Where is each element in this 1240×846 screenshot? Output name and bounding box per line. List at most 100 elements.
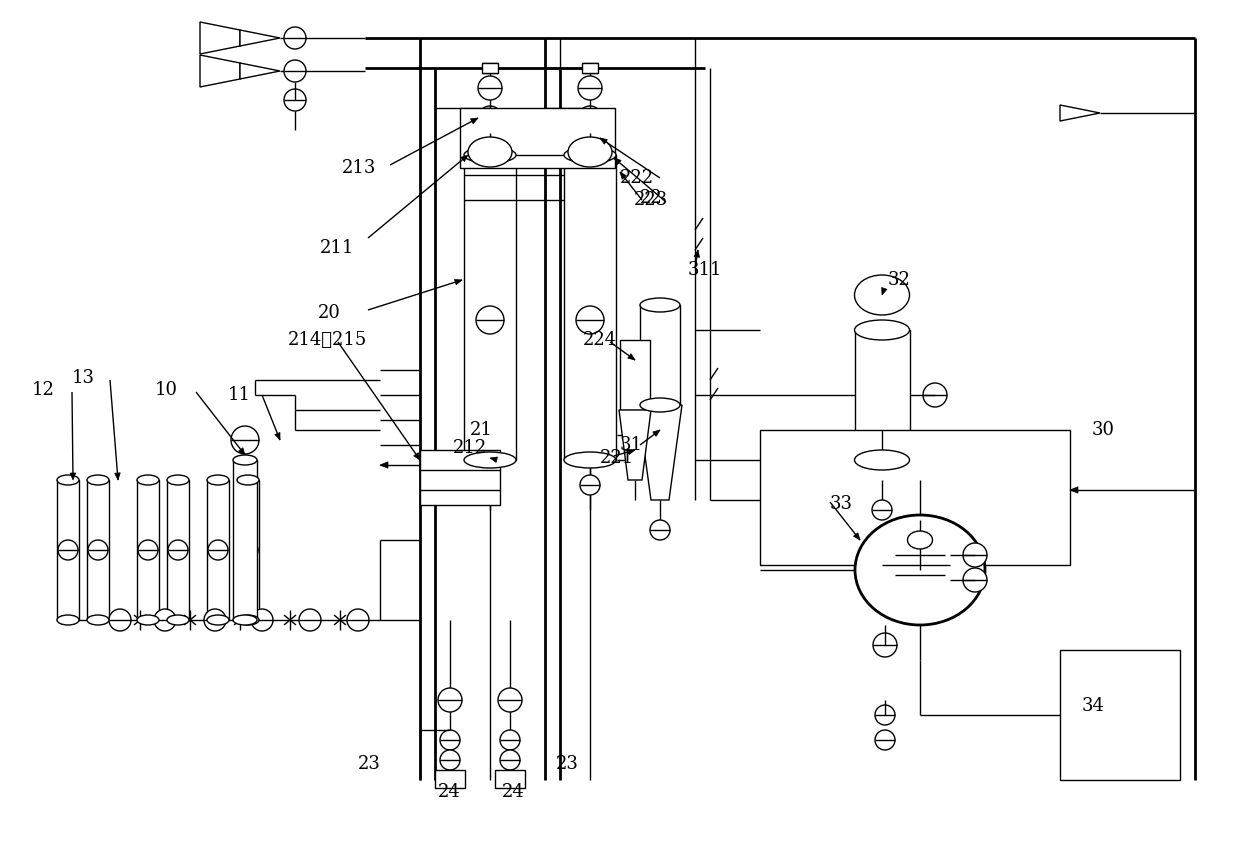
Ellipse shape (564, 452, 616, 468)
Circle shape (875, 730, 895, 750)
Text: 23: 23 (556, 755, 579, 773)
Circle shape (580, 475, 600, 495)
Circle shape (284, 89, 306, 111)
Text: 33: 33 (830, 495, 853, 513)
Text: 32: 32 (888, 271, 911, 289)
Circle shape (500, 750, 520, 770)
Circle shape (963, 568, 987, 592)
Bar (760, 430, 1070, 565)
Polygon shape (379, 462, 388, 468)
Circle shape (138, 540, 157, 560)
Ellipse shape (136, 615, 159, 625)
Circle shape (205, 609, 226, 631)
Ellipse shape (908, 531, 932, 549)
Text: 222: 222 (620, 169, 655, 187)
Text: 10: 10 (155, 381, 179, 399)
Circle shape (923, 383, 947, 407)
Ellipse shape (207, 615, 229, 625)
Ellipse shape (233, 455, 257, 465)
Bar (640, 305, 680, 405)
Ellipse shape (854, 450, 909, 470)
Ellipse shape (568, 137, 613, 167)
Circle shape (578, 106, 601, 130)
Ellipse shape (87, 615, 109, 625)
Polygon shape (241, 63, 280, 79)
Polygon shape (71, 473, 76, 480)
Polygon shape (241, 30, 280, 46)
Ellipse shape (564, 147, 616, 163)
Text: 11: 11 (228, 386, 250, 404)
Text: 23: 23 (358, 755, 381, 773)
Polygon shape (200, 55, 241, 87)
Circle shape (875, 705, 895, 725)
Text: 224: 224 (583, 331, 618, 349)
Bar (460, 108, 615, 168)
Ellipse shape (233, 615, 257, 625)
Polygon shape (619, 410, 651, 480)
Polygon shape (614, 158, 621, 165)
Polygon shape (1060, 105, 1100, 121)
Circle shape (498, 688, 522, 712)
Ellipse shape (57, 475, 79, 485)
Bar (495, 770, 525, 788)
Circle shape (299, 609, 321, 631)
Polygon shape (627, 449, 635, 454)
Polygon shape (114, 473, 120, 480)
Circle shape (284, 27, 306, 49)
Circle shape (476, 306, 503, 334)
Ellipse shape (167, 615, 188, 625)
Polygon shape (694, 250, 699, 257)
Polygon shape (470, 118, 477, 124)
Bar (420, 450, 500, 505)
Circle shape (477, 106, 502, 130)
Text: 12: 12 (32, 381, 55, 399)
Bar (435, 770, 465, 788)
Ellipse shape (856, 515, 985, 625)
Polygon shape (639, 405, 682, 500)
Text: 24: 24 (438, 783, 461, 801)
Bar (464, 155, 516, 460)
Text: 212: 212 (453, 439, 487, 457)
Bar (237, 480, 259, 620)
Bar (233, 460, 257, 620)
Polygon shape (461, 155, 467, 162)
Bar (856, 330, 910, 460)
Polygon shape (882, 288, 887, 295)
Text: 22: 22 (640, 189, 662, 207)
Bar (136, 480, 159, 620)
Text: 34: 34 (1083, 697, 1105, 715)
Circle shape (238, 540, 258, 560)
Bar (582, 63, 598, 73)
Ellipse shape (207, 475, 229, 485)
Polygon shape (455, 279, 463, 285)
Text: 311: 311 (688, 261, 723, 279)
Text: 31: 31 (620, 436, 644, 454)
Text: 30: 30 (1092, 421, 1115, 439)
Circle shape (650, 520, 670, 540)
Circle shape (438, 688, 463, 712)
Polygon shape (652, 430, 660, 437)
Text: 13: 13 (72, 369, 95, 387)
Circle shape (500, 730, 520, 750)
Circle shape (873, 633, 897, 657)
Text: 21: 21 (470, 421, 492, 439)
Circle shape (578, 76, 601, 100)
Text: 214、215: 214、215 (288, 331, 367, 349)
Ellipse shape (854, 275, 909, 315)
Circle shape (88, 540, 108, 560)
Bar (57, 480, 79, 620)
Ellipse shape (136, 475, 159, 485)
Circle shape (231, 426, 259, 454)
Ellipse shape (467, 137, 512, 167)
Ellipse shape (854, 320, 909, 340)
Polygon shape (200, 22, 241, 54)
Circle shape (963, 543, 987, 567)
Ellipse shape (87, 475, 109, 485)
Bar (207, 480, 229, 620)
Polygon shape (414, 453, 420, 460)
Ellipse shape (640, 398, 680, 412)
Polygon shape (627, 354, 635, 360)
Circle shape (440, 750, 460, 770)
Circle shape (154, 609, 176, 631)
Polygon shape (1070, 486, 1078, 493)
